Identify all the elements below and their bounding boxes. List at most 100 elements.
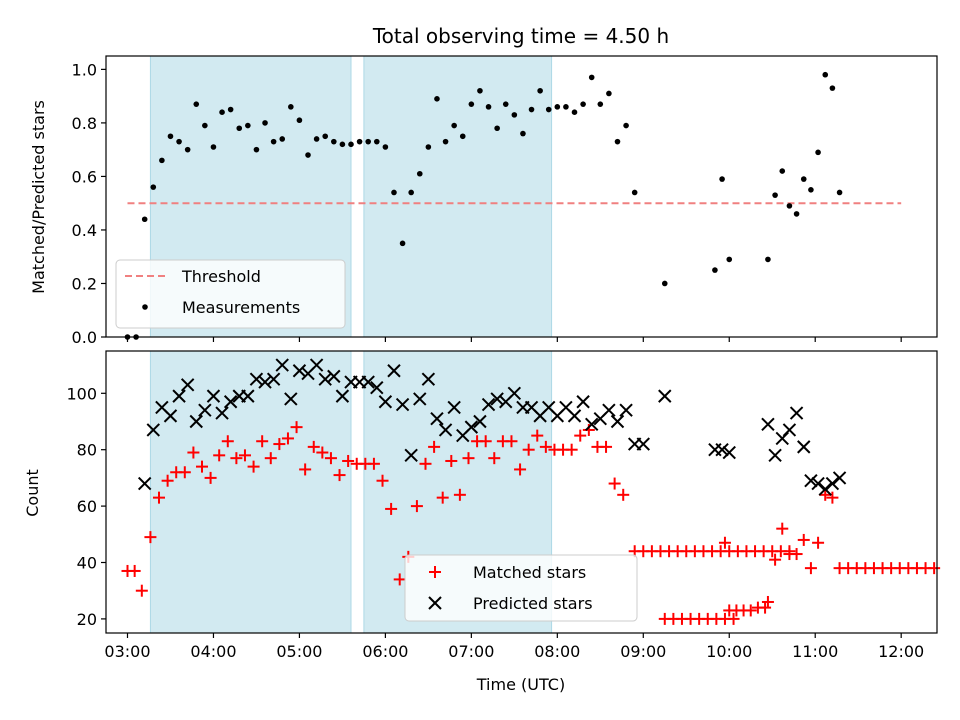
measurement-point xyxy=(477,87,483,94)
matched-star-marker xyxy=(195,460,208,473)
measurement-point xyxy=(485,104,492,110)
predicted-marker-b xyxy=(636,437,650,451)
predicted-star-marker xyxy=(658,389,672,403)
predicted-star-marker xyxy=(361,375,375,389)
predicted-marker-b xyxy=(249,372,264,386)
matched-star-marker xyxy=(744,604,757,617)
measurement-point xyxy=(184,146,191,153)
predicted-marker-b xyxy=(292,364,307,378)
predicted-star-marker xyxy=(715,442,729,457)
measurement-point xyxy=(193,101,200,107)
measurement-point xyxy=(382,144,389,150)
measurement-point xyxy=(339,141,346,148)
matched-star-marker xyxy=(445,454,458,467)
measurement-point xyxy=(176,138,182,145)
predicted-marker-b xyxy=(413,392,427,406)
matched-star-marker xyxy=(727,612,740,625)
measurement-point xyxy=(588,74,595,81)
matched-star-marker xyxy=(505,435,518,448)
measurement-point xyxy=(468,101,475,107)
legend-matched-swatch xyxy=(429,566,441,578)
measurement-point xyxy=(545,106,552,113)
matched-star-marker xyxy=(574,429,587,442)
measurement-point xyxy=(322,133,329,140)
measurement-point xyxy=(313,136,320,142)
measurement-point xyxy=(279,136,286,142)
matched-star-marker xyxy=(769,553,782,566)
measurement-point xyxy=(348,141,354,148)
predicted-star-marker xyxy=(481,397,496,412)
predicted-star-marker xyxy=(602,403,616,417)
matched-star-marker xyxy=(256,435,269,448)
predicted-marker-b xyxy=(223,395,238,409)
predicted-star-marker xyxy=(722,445,736,460)
x-tick-label: 12:00 xyxy=(878,642,924,661)
predicted-marker-b xyxy=(361,375,375,389)
x-tick-label: 04:00 xyxy=(190,642,236,661)
matched-star-marker xyxy=(238,449,251,462)
y-tick-label: 20 xyxy=(77,610,97,629)
y-tick-label: 0.8 xyxy=(72,114,97,133)
measurement-point xyxy=(520,130,526,137)
figure-title: Total observing time = 4.50 h xyxy=(372,24,669,48)
predicted-marker-b xyxy=(275,358,289,372)
measurement-point xyxy=(296,117,303,124)
matched-star-marker xyxy=(797,533,810,546)
matched-star-marker xyxy=(419,457,432,470)
predicted-star-marker xyxy=(576,395,590,409)
predicted-star-marker xyxy=(223,395,238,409)
predicted-marker-b xyxy=(206,389,221,403)
predicted-star-marker xyxy=(189,414,203,429)
count-legend-box xyxy=(404,554,638,622)
measurement-point xyxy=(227,106,234,113)
predicted-star-marker xyxy=(137,476,152,491)
measurement-point xyxy=(391,189,397,196)
measurement-point xyxy=(631,189,638,196)
predicted-marker-b xyxy=(811,476,825,491)
predicted-star-marker xyxy=(447,400,461,415)
predicted-star-marker xyxy=(292,364,307,378)
shaded-interval-1 xyxy=(363,55,553,338)
measurement-point xyxy=(793,211,800,217)
matched-star-marker xyxy=(221,435,234,448)
predicted-star-marker xyxy=(335,389,350,403)
predicted-star-marker xyxy=(215,406,229,420)
predicted-marker-b xyxy=(602,403,616,417)
predicted-star-marker xyxy=(761,417,775,432)
matched-star-marker xyxy=(393,573,406,586)
y-tick-label: 100 xyxy=(66,384,97,403)
predicted-marker-b xyxy=(576,395,590,409)
predicted-star-marker xyxy=(387,364,401,378)
predicted-marker-b xyxy=(180,378,195,392)
matched-star-marker xyxy=(264,452,277,465)
predicted-star-marker xyxy=(284,392,298,406)
measurement-point xyxy=(836,189,843,196)
x-tick-label: 10:00 xyxy=(706,642,752,661)
predicted-marker-b xyxy=(797,440,811,454)
measurement-point xyxy=(365,138,371,145)
predicted-star-marker xyxy=(507,386,522,401)
x-tick-label: 11:00 xyxy=(792,642,838,661)
matched-star-marker xyxy=(790,548,803,561)
matched-star-marker xyxy=(514,463,527,476)
measurement-point xyxy=(597,101,604,107)
measurement-point xyxy=(288,104,294,110)
matched-star-marker xyxy=(819,488,832,501)
matched-star-marker xyxy=(385,502,398,515)
axes-frame xyxy=(105,55,938,338)
predicted-marker-b xyxy=(832,471,847,485)
predicted-marker-b xyxy=(490,392,504,406)
measurement-point xyxy=(800,176,807,182)
measurement-point xyxy=(623,122,629,129)
matched-star-marker xyxy=(316,446,329,459)
matched-star-marker xyxy=(600,440,613,453)
predicted-marker-b xyxy=(610,414,625,429)
predicted-marker-b xyxy=(789,406,804,420)
matched-star-marker xyxy=(153,491,166,504)
measurement-point xyxy=(765,256,771,263)
predicted-marker-b xyxy=(559,400,573,415)
matched-star-marker xyxy=(565,443,578,456)
measurement-point xyxy=(141,216,148,223)
observing-window-shading-bottom xyxy=(149,350,553,634)
predicted-marker-b xyxy=(464,420,479,434)
